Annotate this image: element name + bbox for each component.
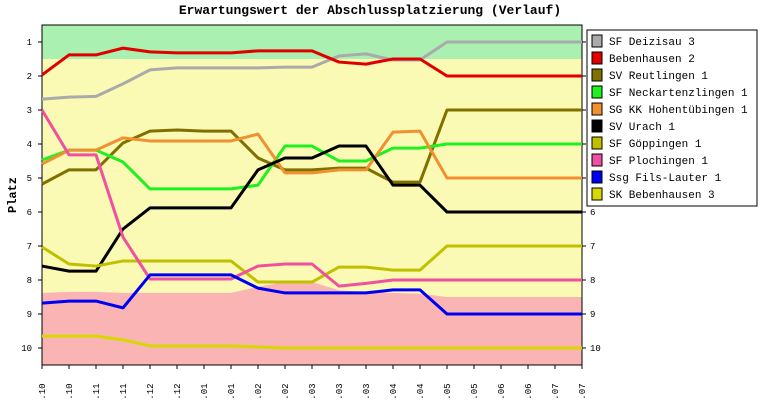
series-line [40,109,582,288]
x-tick-label: 05.07 [551,383,561,400]
x-tick-label: 21.06 [524,383,534,400]
y-tick-label: 7 [27,242,32,252]
x-tick-label: 29.03 [362,383,372,400]
series-line [41,142,582,191]
x-tick-label: 04.01 [200,383,210,400]
y-tick-label: 6 [27,208,32,218]
legend-swatch [591,68,603,82]
y2-tick-label: 6 [590,208,595,218]
y-tick-label: 5 [27,174,32,184]
legend-swatch [591,102,603,116]
x-tick-label: 18.01 [227,383,237,400]
y-tick-label: 4 [27,140,32,150]
legend-label: Bebenhausen 2 [609,54,695,66]
y-axis-label: Platz [6,177,20,213]
legend-swatch [591,170,603,184]
x-tick-label: 21.12 [173,383,183,400]
legend-label: SF Neckartenzlingen 1 [609,88,748,100]
y-tick-label: 9 [27,310,32,320]
x-tick-label: 15.02 [281,383,291,400]
legend-swatch [591,119,603,133]
legend-label: SG KK Hohentübingen 1 [609,105,748,117]
legend-label: SV Reutlingen 1 [609,71,708,83]
x-tick-label: 26.10 [65,383,75,400]
legend-label: SF Göppingen 1 [609,139,702,151]
legend-swatch [591,187,603,201]
series-line [41,46,582,78]
legend-box [586,29,758,207]
x-tick-label: 10.05 [443,383,453,400]
zone-green [42,25,582,59]
legend-swatch [591,51,603,65]
legend-label: SF Deizisau 3 [609,37,695,49]
series-line [42,334,582,350]
x-tick-label: 24.05 [470,383,480,400]
x-tick-label: 09.11 [92,383,102,400]
series-line [41,129,582,180]
legend-swatch [591,153,603,167]
zone-red [42,282,582,365]
legend-swatch [591,85,603,99]
x-tick-label: 01.02 [254,383,264,400]
legend-label: SK Bebenhausen 3 [609,190,715,202]
y-tick-label: 8 [27,276,32,286]
y-tick-label: 3 [27,106,32,116]
y-tick-label: 1 [27,38,32,48]
x-tick-label: 12.10 [38,383,48,400]
zone-yellow [42,59,582,297]
chart-title: Erwartungswert der Abschlussplatzierung … [179,3,561,18]
series-line [41,40,582,101]
legend-swatch [591,136,603,150]
legend-swatch [591,34,603,48]
legend-label: SV Urach 1 [609,122,675,134]
x-tick-label: 07.06 [497,383,507,400]
legend-label: SF Plochingen 1 [609,156,708,168]
y2-tick-label: 8 [590,276,595,286]
series-line [41,273,582,316]
x-tick-label: 01.03 [308,383,318,400]
y2-tick-label: 10 [590,344,601,354]
legend-label: Ssg Fils-Lauter 1 [609,173,722,185]
series-line [41,144,582,273]
x-tick-label: 12.04 [389,383,399,400]
y-tick-label: 2 [27,72,32,82]
x-tick-label: 07.12 [146,383,156,400]
y2-tick-label: 7 [590,242,595,252]
x-tick-label: 15.03 [335,383,345,400]
y2-tick-label: 9 [590,310,595,320]
y-tick-label: 10 [21,344,32,354]
series-line [41,244,582,284]
x-tick-label: 12.07 [578,383,588,400]
x-tick-label: 23.11 [119,383,129,400]
x-tick-label: 26.04 [416,383,426,400]
